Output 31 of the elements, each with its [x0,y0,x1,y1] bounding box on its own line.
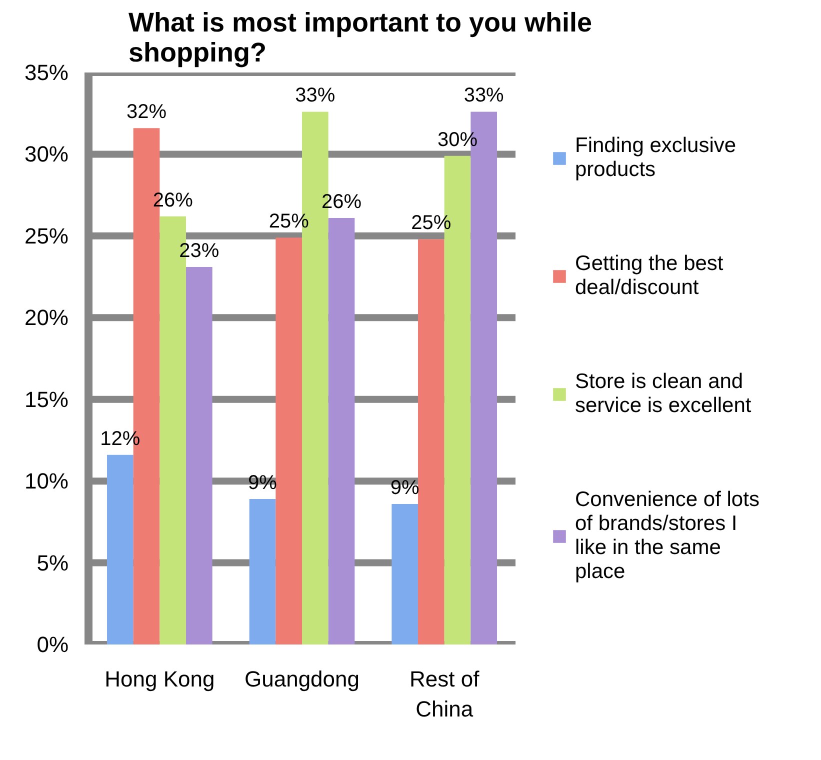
data-label: 32% [126,101,167,124]
bar [249,499,276,644]
y-tick-label: 0% [36,632,68,657]
y-tick-label: 35% [24,60,69,85]
bar [276,238,302,644]
y-tick-label: 30% [24,142,69,167]
legend-label: Store is clean and service is excellent [575,370,752,418]
data-label: 23% [179,240,220,262]
chart-title: What is most important to you while shopping? [128,8,592,68]
data-label: 33% [295,84,336,107]
bar [186,266,212,644]
bar [392,504,418,644]
y-tick-label: 5% [36,550,68,576]
data-label: 25% [268,210,310,233]
x-tick-label: Guangdong [244,666,360,692]
bar [107,454,134,644]
y-tick-label: 25% [24,223,69,248]
bar [328,218,355,644]
x-tick-label: Hong Kong [104,666,215,692]
legend-label: Convenience of lots of brands/stores I like in the same place [575,488,760,584]
y-tick-label: 10% [24,468,69,494]
bar [418,239,444,644]
data-label: 26% [321,190,362,213]
y-tick-label: 20% [24,305,69,330]
data-label: 33% [464,84,504,107]
y-tick-label: 15% [24,386,69,412]
x-tick-label: Rest of China [409,666,480,722]
legend-label: Getting the best deal/discount [575,252,724,300]
legend-label: Finding exclusive products [575,134,736,182]
data-label: 25% [411,212,452,234]
data-label: 30% [437,128,478,151]
